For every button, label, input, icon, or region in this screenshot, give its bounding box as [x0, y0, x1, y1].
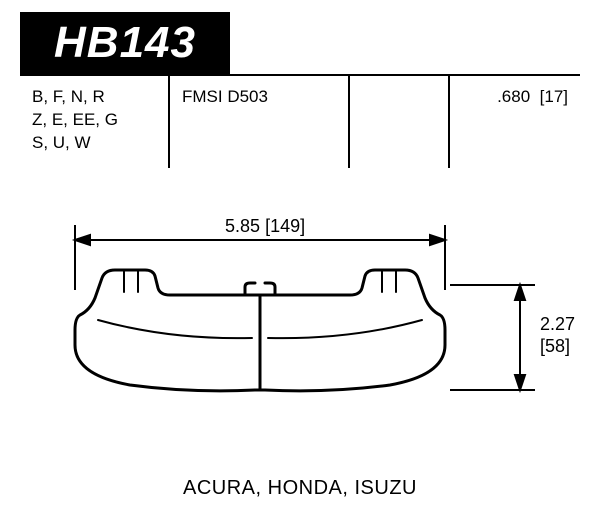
compounds-line: S, U, W	[32, 132, 156, 155]
height-in-label: 2.27	[540, 314, 575, 334]
compounds-line: B, F, N, R	[32, 86, 156, 109]
width-mm: [149]	[265, 216, 305, 236]
thickness-in: .680	[497, 87, 530, 106]
fmsi-value: FMSI D503	[182, 86, 336, 109]
pad-outline	[75, 270, 445, 391]
spec-table: B, F, N, R Z, E, EE, G S, U, W FMSI D503…	[20, 74, 580, 166]
fmsi-cell: FMSI D503	[170, 76, 350, 168]
pad-diagram: 5.85 [149] 2.27 [58]	[20, 180, 580, 480]
width-in: 5.85	[225, 216, 260, 236]
height-dimension	[450, 285, 535, 390]
compounds-line: Z, E, EE, G	[32, 109, 156, 132]
vehicle-brands: ACURA, HONDA, ISUZU	[0, 477, 600, 500]
part-number-badge: HB143	[20, 12, 230, 74]
part-number: HB143	[54, 18, 196, 68]
compounds-cell: B, F, N, R Z, E, EE, G S, U, W	[20, 76, 170, 168]
thickness-mm: [17]	[540, 87, 568, 106]
spacer-cell	[350, 76, 450, 168]
thickness-cell: .680 [17]	[450, 76, 580, 168]
width-label: 5.85 [149]	[225, 216, 305, 236]
height-mm-label: [58]	[540, 336, 570, 356]
